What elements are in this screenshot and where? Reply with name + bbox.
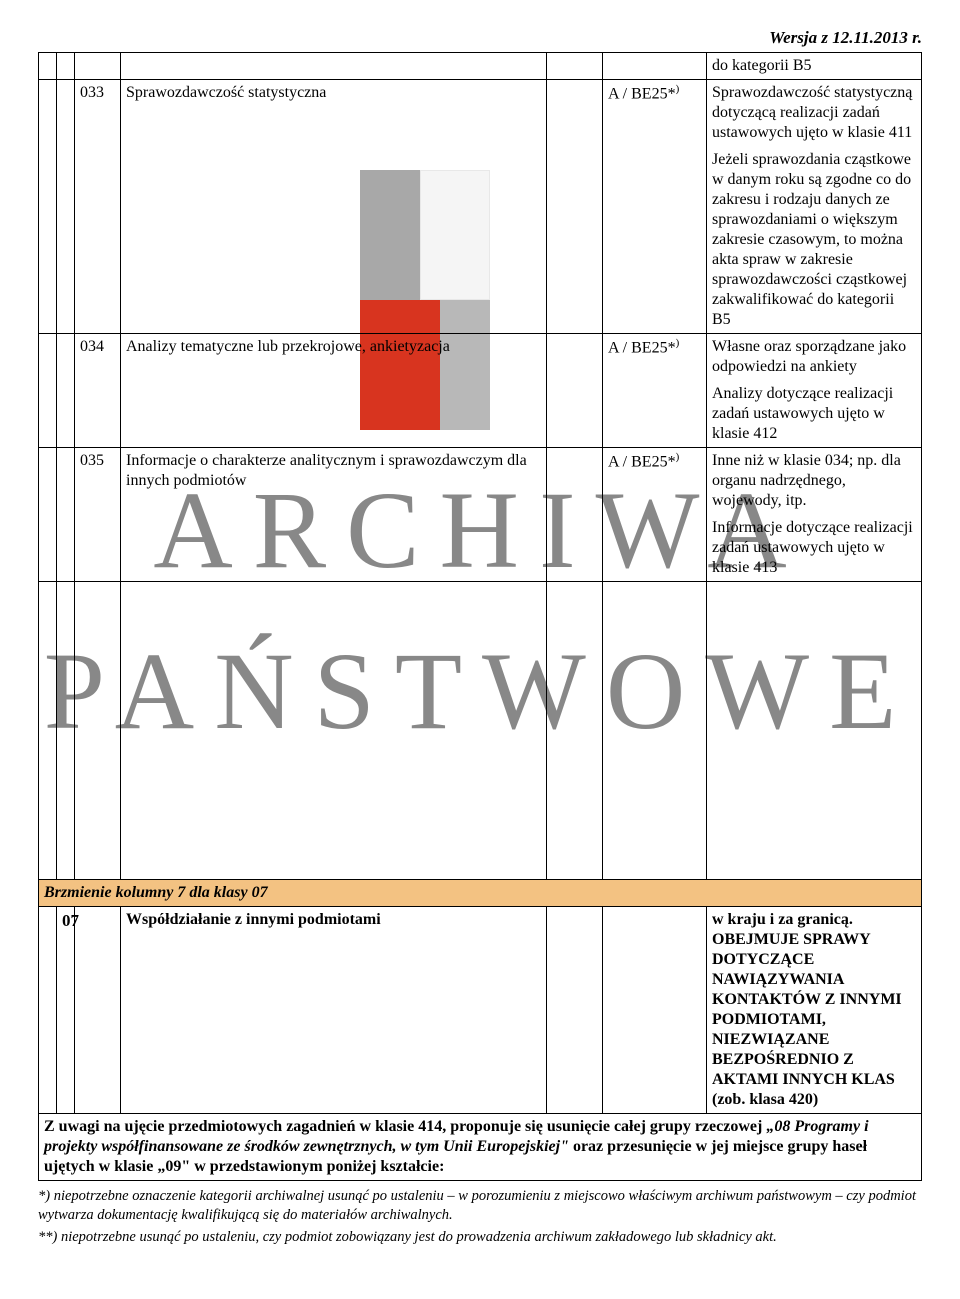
- cell-title: Informacje o charakterze analitycznym i …: [121, 448, 547, 582]
- table-row: 033 Sprawozdawczość statystyczna A / BE2…: [39, 80, 922, 334]
- cell-description: Sprawozdawczość statystyczną dotyczącą r…: [707, 80, 922, 334]
- cell-description: w kraju i za granicą. OBEJMUJE SPRAWY DO…: [707, 907, 922, 1114]
- section-heading-row: Brzmienie kolumny 7 dla klasy 07: [39, 880, 922, 907]
- cell-description: do kategorii B5: [707, 53, 922, 80]
- cell-description: Inne niż w klasie 034; np. dla organu na…: [707, 448, 922, 582]
- cell-code: 033: [75, 80, 121, 334]
- cell-description: Własne oraz sporządzane jako odpowiedzi …: [707, 334, 922, 448]
- table-row: do kategorii B5: [39, 53, 922, 80]
- cell-code: 035: [75, 448, 121, 582]
- table-spacer-row: [39, 582, 922, 880]
- version-line: Wersja z 12.11.2013 r.: [38, 28, 922, 48]
- footnote-1: *) niepotrzebne oznaczenie kategorii arc…: [38, 1187, 922, 1225]
- table-row: 07 Współdziałanie z innymi podmiotami w …: [39, 907, 922, 1114]
- section-heading: Brzmienie kolumny 7 dla klasy 07: [39, 880, 922, 907]
- page-content: Wersja z 12.11.2013 r. do kategorii B5 0…: [0, 0, 960, 1270]
- table-row: 035 Informacje o charakterze analityczny…: [39, 448, 922, 582]
- cell-title: Analizy tematyczne lub przekrojowe, anki…: [121, 334, 547, 448]
- cell-title: Sprawozdawczość statystyczna: [121, 80, 547, 334]
- cell-code: 07: [57, 907, 75, 1114]
- cell-category: A / BE25*): [603, 80, 707, 334]
- cell-category: A / BE25*): [603, 448, 707, 582]
- footnote-2: **) niepotrzebne usunąć po ustaleniu, cz…: [38, 1228, 922, 1247]
- note-paragraph: Z uwagi na ujęcie przedmiotowych zagadni…: [39, 1114, 922, 1181]
- cell-title: Współdziałanie z innymi podmiotami: [121, 907, 547, 1114]
- classification-table: do kategorii B5 033 Sprawozdawczość stat…: [38, 52, 922, 1181]
- note-row: Z uwagi na ujęcie przedmiotowych zagadni…: [39, 1114, 922, 1181]
- footnotes: *) niepotrzebne oznaczenie kategorii arc…: [38, 1187, 922, 1247]
- table-row: 034 Analizy tematyczne lub przekrojowe, …: [39, 334, 922, 448]
- cell-category: A / BE25*): [603, 334, 707, 448]
- cell-code: 034: [75, 334, 121, 448]
